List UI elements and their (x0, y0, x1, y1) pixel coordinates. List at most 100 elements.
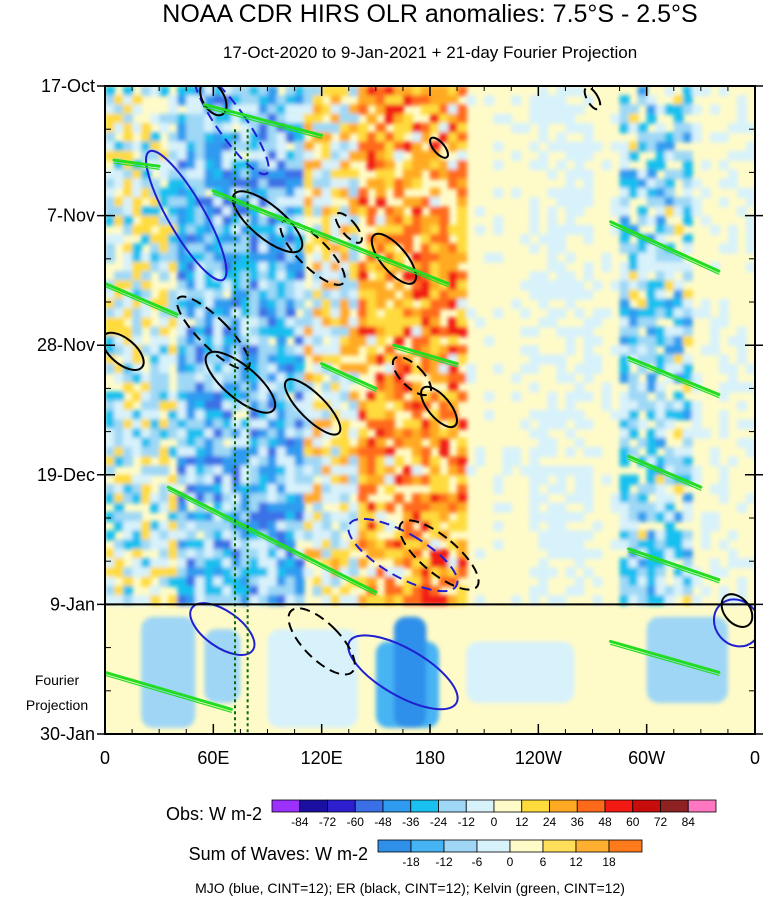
field-cell (150, 252, 161, 263)
field-cell (222, 206, 233, 217)
field-cell (195, 150, 206, 162)
field-cell (430, 197, 441, 208)
field-cell (511, 372, 522, 384)
field-cell (709, 132, 720, 143)
field-cell (303, 160, 314, 171)
field-cell (520, 280, 531, 291)
field-cell (267, 428, 278, 439)
field-cell (556, 410, 567, 421)
field-cell (565, 372, 576, 384)
field-cell (141, 456, 152, 467)
field-cell (592, 548, 603, 560)
field-cell (285, 169, 296, 180)
field-cell (348, 224, 359, 236)
field-cell (177, 160, 188, 171)
field-cell (439, 437, 450, 449)
field-cell (375, 132, 386, 143)
field-cell (565, 141, 576, 152)
field-cell (637, 308, 648, 319)
field-cell (123, 372, 134, 384)
field-cell (628, 558, 639, 569)
field-cell (159, 335, 170, 347)
field-cell (339, 567, 350, 578)
field-cell (321, 539, 332, 550)
field-cell (186, 372, 197, 384)
field-cell (186, 215, 197, 226)
field-cell (538, 354, 549, 365)
field-cell (547, 234, 558, 245)
field-cell (132, 493, 143, 504)
field-cell (700, 187, 711, 199)
field-cell (249, 308, 260, 319)
field-cell (285, 150, 296, 162)
field-cell (339, 502, 350, 513)
field-cell (132, 298, 143, 310)
field-cell (646, 502, 657, 513)
field-cell (339, 141, 350, 152)
field-cell (159, 354, 170, 365)
field-cell (556, 113, 567, 125)
field-cell (411, 335, 422, 347)
obs-colorbar-swatch (438, 799, 467, 813)
field-cell (628, 567, 639, 578)
field-cell (529, 484, 540, 495)
field-cell (294, 206, 305, 217)
field-cell (267, 104, 278, 115)
field-cell (402, 428, 413, 439)
field-cell (430, 363, 441, 374)
field-cell (222, 345, 233, 356)
field-cell (249, 502, 260, 513)
field-cell (258, 419, 269, 430)
field-cell (186, 576, 197, 587)
field-cell (249, 521, 260, 532)
field-cell (222, 548, 233, 560)
field-cell (168, 289, 179, 300)
field-cell (330, 447, 341, 458)
field-cell (601, 391, 612, 402)
field-cell (186, 243, 197, 254)
field-cell (420, 132, 431, 143)
field-cell (204, 123, 215, 134)
field-cell (294, 576, 305, 587)
field-cell (547, 530, 558, 541)
field-cell (718, 474, 729, 486)
field-cell (123, 169, 134, 180)
field-cell (204, 447, 215, 458)
field-cell (646, 539, 657, 550)
field-cell (258, 280, 269, 291)
field-cell (105, 493, 116, 504)
field-cell (132, 437, 143, 449)
field-cell (240, 511, 251, 523)
field-cell (384, 576, 395, 587)
field-cell (628, 317, 639, 328)
projection-cell (141, 616, 196, 728)
field-cell (538, 160, 549, 171)
field-cell (628, 511, 639, 523)
field-cell (556, 261, 567, 273)
field-cell (267, 484, 278, 495)
field-cell (222, 465, 233, 476)
projection-label-line1: Fourier (35, 672, 80, 688)
obs-colorbar-swatch (604, 799, 634, 813)
field-cell (673, 95, 684, 106)
field-cell (637, 215, 648, 226)
field-cell (105, 104, 116, 115)
field-cell (150, 595, 161, 606)
field-cell (655, 493, 666, 504)
field-cell (457, 585, 468, 597)
field-cell (159, 558, 170, 569)
field-cell (249, 391, 260, 402)
field-cell (619, 234, 630, 245)
field-cell (141, 484, 152, 495)
field-cell (430, 215, 441, 226)
field-cell (240, 354, 251, 365)
field-cell (655, 160, 666, 171)
field-cell (655, 567, 666, 578)
field-cell (511, 298, 522, 310)
field-cell (682, 243, 693, 254)
field-cell (673, 150, 684, 162)
field-cell (330, 271, 341, 282)
field-cell (457, 187, 468, 199)
field-cell (646, 530, 657, 541)
field-cell (673, 474, 684, 486)
